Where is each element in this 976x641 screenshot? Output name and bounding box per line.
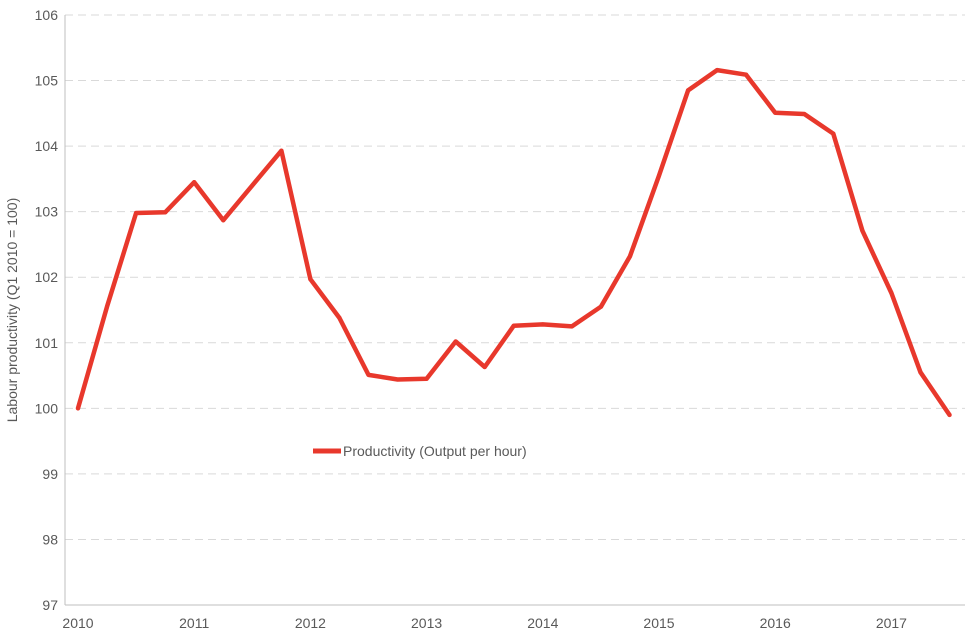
y-tick-label: 99 bbox=[42, 466, 58, 482]
data-point bbox=[163, 210, 168, 215]
data-point bbox=[947, 412, 952, 417]
y-tick-label: 105 bbox=[35, 73, 59, 89]
data-point bbox=[366, 372, 371, 377]
data-point bbox=[279, 148, 284, 153]
data-point bbox=[482, 365, 487, 370]
x-tick-label: 2012 bbox=[295, 615, 326, 631]
y-tick-label: 97 bbox=[42, 597, 58, 613]
y-tick-label: 102 bbox=[35, 269, 59, 285]
data-point bbox=[715, 68, 720, 73]
data-point bbox=[540, 322, 545, 327]
legend-label: Productivity (Output per hour) bbox=[343, 443, 527, 459]
x-tick-label: 2013 bbox=[411, 615, 442, 631]
data-point bbox=[511, 323, 516, 328]
data-point bbox=[744, 72, 749, 77]
x-tick-label: 2011 bbox=[179, 615, 209, 631]
y-axis-ticks: 97 98 99 100 101 102 103 104 105 106 bbox=[35, 7, 59, 613]
data-point bbox=[657, 173, 661, 178]
data-point bbox=[598, 304, 603, 309]
data-point bbox=[627, 254, 632, 259]
x-tick-label: 2015 bbox=[643, 615, 674, 631]
x-tick-label: 2014 bbox=[527, 615, 558, 631]
y-tick-label: 103 bbox=[35, 204, 59, 220]
data-point bbox=[860, 228, 865, 233]
data-point bbox=[918, 370, 923, 375]
y-tick-label: 98 bbox=[42, 531, 58, 547]
y-tick-label: 104 bbox=[35, 138, 59, 154]
x-axis-ticks: 2010 2011 2012 2013 2014 2015 2016 2017 bbox=[62, 615, 907, 631]
data-point bbox=[686, 88, 691, 93]
data-point bbox=[569, 324, 574, 329]
data-point bbox=[134, 210, 139, 215]
legend: Productivity (Output per hour) bbox=[313, 443, 527, 459]
y-tick-label: 106 bbox=[35, 7, 59, 23]
x-tick-label: 2017 bbox=[876, 615, 907, 631]
data-point bbox=[221, 218, 226, 223]
y-tick-label: 100 bbox=[35, 400, 59, 416]
data-point bbox=[250, 183, 255, 188]
data-point bbox=[802, 111, 807, 116]
data-point bbox=[337, 315, 342, 320]
series-layer bbox=[75, 67, 952, 418]
data-point bbox=[424, 376, 429, 381]
y-axis-title: Labour productivity (Q1 2010 = 100) bbox=[4, 198, 20, 423]
series-line bbox=[75, 67, 952, 418]
data-point bbox=[773, 110, 778, 115]
x-tick-label: 2016 bbox=[760, 615, 791, 631]
data-point bbox=[308, 277, 313, 282]
data-point bbox=[889, 290, 894, 295]
gridlines bbox=[65, 14, 965, 540]
data-point bbox=[831, 131, 836, 136]
x-tick-label: 2010 bbox=[62, 615, 93, 631]
data-point bbox=[395, 377, 400, 382]
data-point bbox=[192, 180, 197, 185]
data-point bbox=[105, 304, 110, 309]
data-point bbox=[453, 339, 458, 344]
y-tick-label: 101 bbox=[35, 335, 59, 351]
data-point bbox=[76, 406, 80, 411]
